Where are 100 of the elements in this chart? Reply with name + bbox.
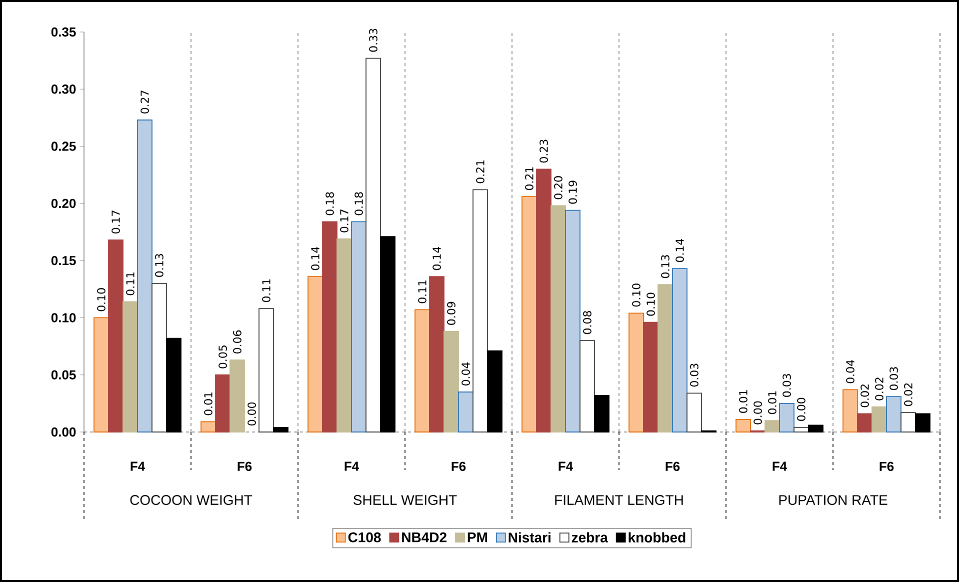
data-label: 0.10 xyxy=(97,288,106,312)
data-label: 0.19 xyxy=(568,180,577,204)
text: PUPATION RATE xyxy=(779,495,888,505)
data-label: 0.02 xyxy=(875,378,884,400)
legend-label: PM xyxy=(468,532,488,542)
bar xyxy=(565,210,580,432)
data-label: 0.05 xyxy=(218,346,227,368)
bar xyxy=(628,312,644,432)
data-label: 0.01 xyxy=(204,392,212,416)
bar xyxy=(643,322,658,432)
data-label: 0.10 xyxy=(632,284,640,307)
bar xyxy=(580,340,595,432)
x-tick-label: F4 xyxy=(344,462,360,471)
bar xyxy=(900,412,916,432)
y-tick-label: 0.30 xyxy=(51,84,76,94)
data-label: 0.20 xyxy=(554,176,562,200)
y-tick-label: 0.15 xyxy=(51,256,76,266)
data-label: 0.01 xyxy=(739,390,748,413)
data-label: 0.08 xyxy=(583,311,592,334)
bar xyxy=(736,418,751,432)
data-label: 0.21 xyxy=(476,160,484,184)
bar xyxy=(886,396,902,432)
bar xyxy=(351,221,366,432)
bar xyxy=(472,189,488,432)
bar xyxy=(322,221,338,432)
data-label: 0.18 xyxy=(354,192,363,216)
bar xyxy=(779,402,794,432)
x-tick-label: F6 xyxy=(666,462,680,472)
data-label: 0.14 xyxy=(311,246,320,270)
bar xyxy=(444,330,459,432)
data-label: 0.11 xyxy=(418,280,426,304)
x-tick-label: F4 xyxy=(130,462,146,471)
bar xyxy=(215,374,230,432)
data-label: 0.02 xyxy=(860,384,869,408)
text: SHELL WEIGHT xyxy=(354,495,457,505)
bar xyxy=(658,284,673,432)
data-label: 0.13 xyxy=(155,254,164,277)
data-label: 0.00 xyxy=(248,402,256,426)
data-label: 0.09 xyxy=(447,302,456,325)
data-label: 0.06 xyxy=(233,330,242,354)
y-tick-label: 0.35 xyxy=(51,27,76,37)
x-tick-label: F4 xyxy=(772,462,788,471)
data-label: 0.11 xyxy=(262,279,270,302)
data-label: 0.13 xyxy=(661,255,670,278)
data-label: 0.03 xyxy=(782,374,791,397)
data-label: 0.17 xyxy=(340,210,348,232)
data-label: 0.00 xyxy=(797,398,806,421)
legend-label: knobbed xyxy=(628,532,686,542)
y-tick-label: 0.05 xyxy=(51,370,76,380)
data-label: 0.21 xyxy=(525,167,534,190)
data-label: 0.18 xyxy=(326,192,334,216)
bar xyxy=(108,240,124,432)
x-tick-label: F6 xyxy=(238,462,252,472)
bar xyxy=(200,421,216,432)
bar xyxy=(872,406,887,432)
bar xyxy=(336,238,352,432)
bar xyxy=(536,168,552,432)
bar xyxy=(308,276,323,432)
x-tick-label: F6 xyxy=(880,462,894,472)
bar xyxy=(522,196,537,432)
y-tick-label: 0.20 xyxy=(51,198,76,208)
bar xyxy=(458,392,474,432)
legend-label: zebra xyxy=(572,532,608,542)
data-label: 0.03 xyxy=(890,367,898,390)
y-tick-label: 0.10 xyxy=(51,313,76,322)
bar xyxy=(794,426,809,432)
bar xyxy=(429,276,444,432)
data-label: 0.10 xyxy=(646,292,655,316)
data-label: 0.27 xyxy=(140,90,149,114)
data-label: 0.04 xyxy=(846,360,854,384)
data-label: 0.04 xyxy=(462,362,470,386)
data-label: 0.03 xyxy=(690,364,698,387)
y-tick-label: 0.25 xyxy=(51,142,76,151)
text: COCOON WEIGHT xyxy=(130,495,252,505)
y-tick-label: 0.00 xyxy=(51,427,76,437)
legend-label: Nistari xyxy=(508,532,550,542)
data-label: 0.00 xyxy=(754,401,762,424)
bar xyxy=(842,389,858,432)
bar xyxy=(414,309,430,432)
data-label: 0.23 xyxy=(540,140,548,163)
x-tick-label: F6 xyxy=(452,462,466,472)
data-label: 0.17 xyxy=(112,210,120,234)
data-label: 0.01 xyxy=(768,391,776,414)
bar xyxy=(764,420,780,432)
bar xyxy=(366,58,381,432)
bar xyxy=(915,413,930,432)
bar xyxy=(152,282,167,432)
data-label: 0.02 xyxy=(904,383,912,406)
data-label: 0.11 xyxy=(126,272,134,296)
bar xyxy=(550,205,566,432)
bar xyxy=(122,301,138,432)
legend-label: C108 xyxy=(348,532,381,542)
bar xyxy=(857,413,872,432)
bar xyxy=(94,317,109,432)
bar xyxy=(230,360,245,432)
legend-label: NB4D2 xyxy=(402,532,446,542)
bar xyxy=(686,392,702,432)
x-tick-label: F4 xyxy=(558,462,574,471)
bar xyxy=(672,268,688,432)
bar xyxy=(258,308,274,432)
